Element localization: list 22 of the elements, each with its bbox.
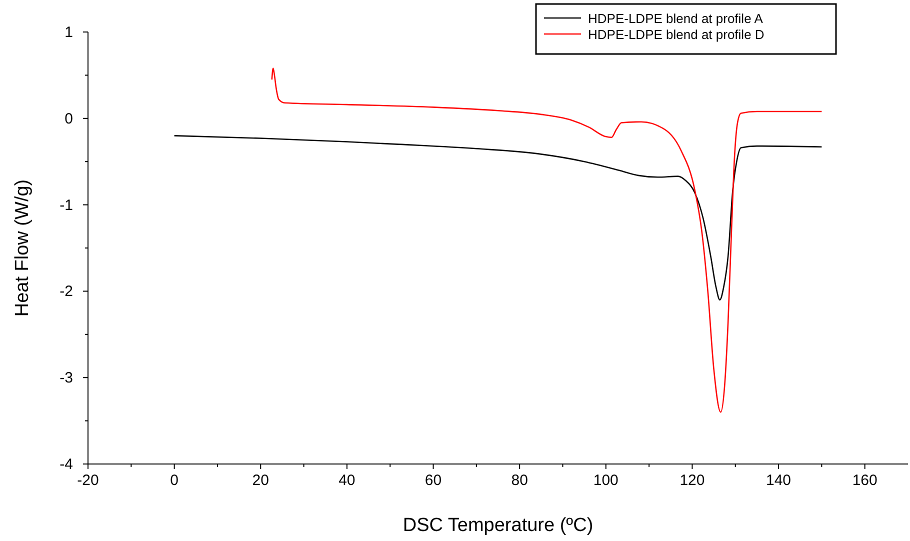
x-tick-label: 80 [511,472,528,489]
line-series [174,135,822,300]
y-tick-label: -2 [60,283,73,300]
legend-label: HDPE-LDPE blend at profile D [588,27,764,42]
legend-label: HDPE-LDPE blend at profile A [588,11,764,26]
x-tick-label: 0 [170,472,178,489]
x-axis-title: DSC Temperature (ºC) [402,515,594,536]
x-tick-label: 60 [424,472,442,489]
y-tick-label: -3 [60,370,73,387]
y-tick-label: 1 [64,24,73,41]
x-tick-label: -20 [77,472,99,489]
y-tick-label: -4 [60,456,73,473]
x-tick-label: 140 [766,472,792,489]
x-tick-label: 120 [680,472,705,489]
x-tick-label: 100 [593,472,618,489]
y-axis-title: Heat Flow (W/g) [12,179,33,317]
y-tick-label: -1 [60,196,73,214]
x-tick-label: 160 [852,472,878,489]
y-tick-label: 0 [64,110,73,128]
x-tick-label: 40 [338,472,356,489]
line-series [271,68,822,413]
x-tick-label: 20 [252,472,269,489]
